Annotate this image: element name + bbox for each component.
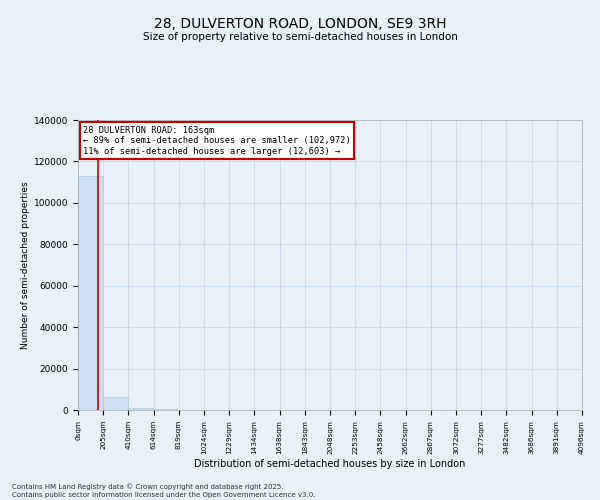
Text: Size of property relative to semi-detached houses in London: Size of property relative to semi-detach… <box>143 32 457 42</box>
X-axis label: Distribution of semi-detached houses by size in London: Distribution of semi-detached houses by … <box>194 459 466 469</box>
Bar <box>103 396 128 410</box>
Bar <box>78 176 103 410</box>
Text: 28, DULVERTON ROAD, LONDON, SE9 3RH: 28, DULVERTON ROAD, LONDON, SE9 3RH <box>154 18 446 32</box>
Bar <box>128 408 154 410</box>
Y-axis label: Number of semi-detached properties: Number of semi-detached properties <box>20 181 29 349</box>
Bar <box>154 409 179 410</box>
Text: 28 DULVERTON ROAD: 163sqm
← 89% of semi-detached houses are smaller (102,972)
11: 28 DULVERTON ROAD: 163sqm ← 89% of semi-… <box>83 126 351 156</box>
Text: Contains HM Land Registry data © Crown copyright and database right 2025.
Contai: Contains HM Land Registry data © Crown c… <box>12 484 316 498</box>
